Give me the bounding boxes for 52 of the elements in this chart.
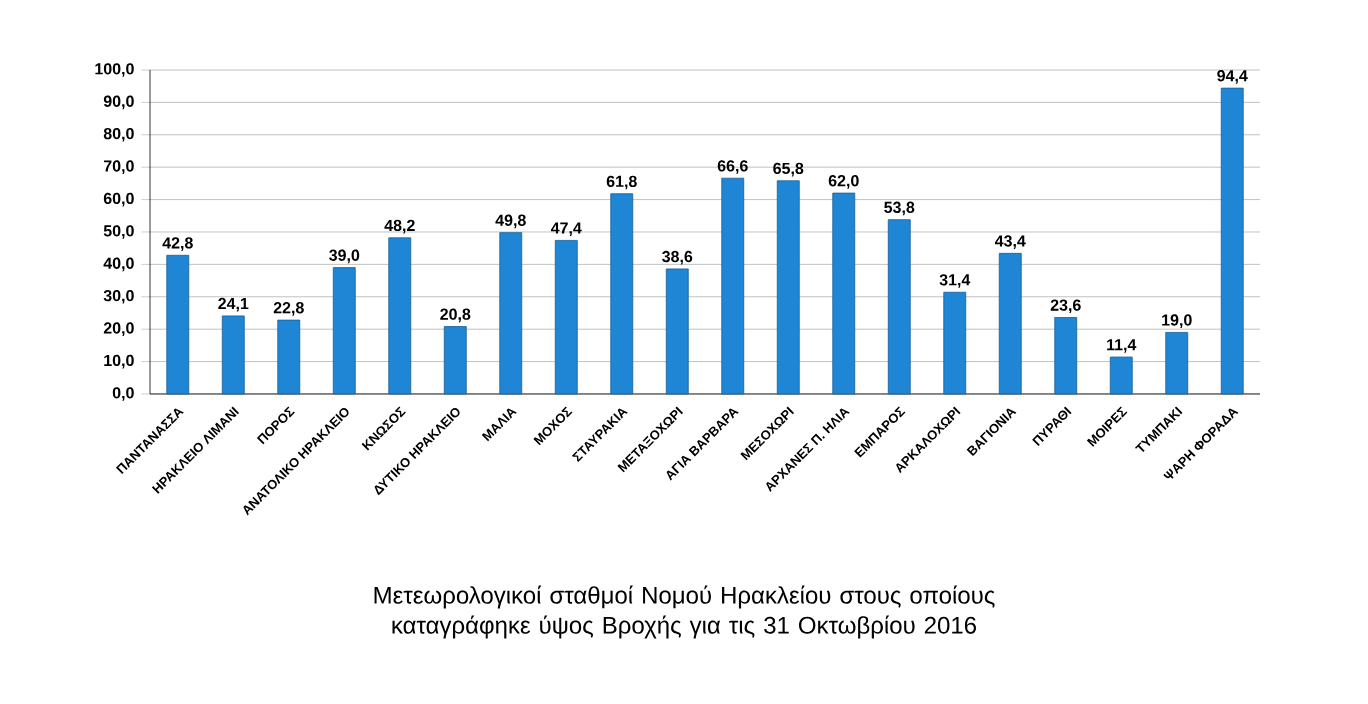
data-label: 62,0 <box>828 175 859 189</box>
data-label: 53,8 <box>884 201 915 216</box>
data-label: 48,2 <box>384 219 415 234</box>
bar <box>166 254 190 395</box>
y-tick-label: 50,0 <box>103 225 134 239</box>
bar <box>499 232 523 395</box>
bar <box>1054 317 1078 395</box>
data-label: 49,8 <box>495 214 526 229</box>
y-tick-label: 80,0 <box>103 127 134 142</box>
bar <box>665 268 689 395</box>
bar <box>610 193 634 395</box>
bar <box>721 177 745 395</box>
bar <box>277 319 301 395</box>
bar <box>388 237 412 395</box>
data-label: 11,4 <box>1107 339 1137 353</box>
data-label: 43,4 <box>994 235 1026 249</box>
data-label: 42,8 <box>162 237 193 251</box>
bar <box>998 252 1022 395</box>
data-label: 19,0 <box>1162 314 1192 329</box>
data-label: 38,6 <box>662 250 693 265</box>
y-tick-label: 70,0 <box>103 160 134 175</box>
bar <box>1220 87 1244 395</box>
bar <box>221 315 245 395</box>
bar <box>943 291 967 395</box>
data-label: 65,8 <box>773 162 804 177</box>
data-label: 31,4 <box>939 274 971 288</box>
bar <box>1165 332 1189 395</box>
y-tick-label: 60,0 <box>103 192 134 207</box>
bar <box>887 219 911 395</box>
y-tick-label: 0,0 <box>112 387 134 401</box>
y-tick-label: 90,0 <box>103 95 134 110</box>
data-label: 22,8 <box>273 302 304 316</box>
y-tick-label: 20,0 <box>103 322 134 336</box>
data-label: 94,4 <box>1217 70 1248 84</box>
bar <box>443 326 467 395</box>
data-label: 20,8 <box>440 308 471 323</box>
data-label: 66,6 <box>717 160 748 174</box>
data-label: 47,4 <box>550 222 582 237</box>
y-tick-label: 10,0 <box>104 354 134 369</box>
bar <box>1109 356 1133 395</box>
data-label: 61,8 <box>606 175 637 190</box>
data-label: 39,0 <box>329 249 360 264</box>
y-tick-label: 30,0 <box>103 289 134 304</box>
bar <box>554 240 578 395</box>
data-label: 23,6 <box>1050 299 1081 314</box>
data-label: 24,1 <box>218 297 249 312</box>
bar <box>832 192 856 395</box>
y-tick-label: 40,0 <box>103 257 134 272</box>
bar <box>776 180 800 395</box>
text: Μετεωρολογικοί σταθμοί Νομού Ηρακλείου στους οποίους καταγράφηκε ύψος Βροχής για τις 31 Οκτωβρίου 2016 <box>374 585 995 639</box>
bar <box>332 267 356 395</box>
y-tick-label: 100,0 <box>95 63 134 77</box>
